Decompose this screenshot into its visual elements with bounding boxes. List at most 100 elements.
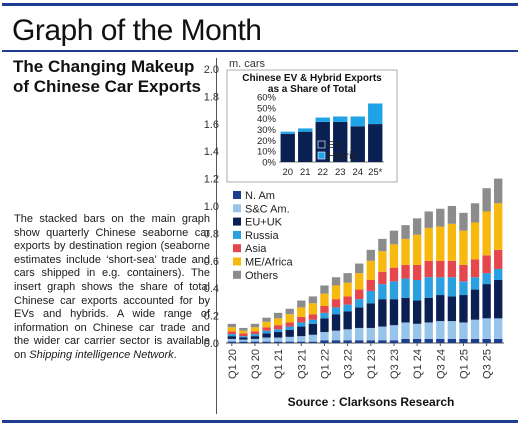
bar-segment-me-africa-q3-25: [482, 211, 491, 256]
bar-segment-russia-q4-25: [494, 269, 503, 280]
bar-segment-asia-q4-20: [262, 327, 271, 331]
bar-segment-me-africa-q3-23: [389, 244, 399, 268]
bar-segment-russia-q2-25: [470, 277, 480, 290]
main-x-ticks: Q1 20 Q3 20 Q1 21 Q3 21 Q1 22 Q3 22 Q1 23 Q3 23…: [227, 343, 494, 379]
bar-segment-s-c-am-q1-22: [320, 332, 329, 341]
bar-segment-me-africa-q1-24: [412, 234, 422, 265]
bar-segment-n-am-q2-24: [424, 338, 433, 343]
y-tick-label-0-4: 0.4: [204, 283, 219, 295]
bar-segment-me-africa-q4-22: [355, 273, 364, 290]
y-tick-label-1-4: 1.4: [204, 146, 219, 158]
x-tick-label-q3-23: Q3 23: [389, 349, 401, 379]
article-body-end: .: [173, 348, 177, 361]
bar-segment-russia-q1-24: [412, 279, 422, 301]
inset-x-tick-20: 20: [282, 167, 293, 178]
inset-y-tick-20: 20%: [257, 136, 277, 147]
bar-segment-me-africa-q1-23: [366, 260, 375, 280]
bar-segment-n-am-q1-24: [412, 338, 422, 343]
bar-segment-s-c-am-q2-20: [239, 339, 248, 342]
x-tick-label-q1-20: Q1 20: [227, 349, 239, 379]
bar-segment-others-q2-25: [470, 203, 480, 223]
inset-y-tick-10: 10%: [257, 147, 277, 158]
bar-segment-s-c-am-q4-22: [355, 327, 364, 341]
bar-segment-eu-uk-q1-23: [366, 303, 375, 328]
bar-segment-asia-q3-22: [343, 296, 352, 305]
bar-segment-s-c-am-q3-23: [389, 325, 399, 341]
inset-bar-ev-20: [280, 133, 295, 162]
legend-label-russia: Russia: [245, 230, 280, 242]
bar-segment-asia-q2-21: [285, 322, 294, 327]
inset-legend-swatch-hybrid: [317, 151, 326, 160]
y-tick-label-0-6: 0.6: [204, 256, 219, 268]
bar-segment-s-c-am-q3-22: [343, 329, 352, 341]
bar-segment-s-c-am-q2-24: [424, 322, 433, 339]
inset-bar-hybrid-22: [315, 117, 330, 122]
bar-segment-russia-q3-21: [297, 322, 306, 327]
bar-segment-russia-q4-24: [447, 277, 457, 297]
bar-segment-me-africa-q4-21: [308, 303, 318, 315]
main-y-ticks: 0.0 0.2 0.4 0.6 0.8 1.0 1.2 1.4 1.6 1.8 2.0: [204, 64, 219, 350]
legend-label-me-africa: ME/Africa: [245, 257, 294, 269]
bar-segment-russia-q3-20: [250, 334, 260, 337]
bar-segment-others-q1-24: [412, 218, 422, 235]
legend-label-s-c-am: S&C Am.: [245, 203, 290, 215]
bar-segment-s-c-am-q1-24: [412, 323, 422, 339]
bar-segment-russia-q3-25: [482, 273, 491, 285]
bar-segment-others-q4-20: [262, 317, 271, 322]
bar-segment-n-am-q3-25: [482, 338, 491, 343]
bar-segment-russia-q3-24: [436, 277, 445, 296]
inset-x-tick-21: 21: [300, 167, 311, 178]
bar-segment-eu-uk-q4-22: [355, 307, 364, 328]
inset-bar-ev-24: [350, 126, 365, 162]
legend-swatch-eu-uk: [233, 217, 241, 226]
bar-segment-asia-q1-20: [227, 331, 236, 335]
bar-segment-eu-uk-q4-20: [262, 333, 271, 338]
inset-y-tick-0: 0%: [262, 158, 276, 169]
bar-segment-asia-q1-21: [273, 325, 283, 330]
legend-label-eu-uk: EU+UK: [245, 217, 283, 229]
legend-swatch-n-am: [233, 191, 241, 199]
bar-segment-eu-uk-q3-24: [436, 295, 445, 322]
y-tick-label-0-0: 0.0: [204, 338, 219, 350]
bar-segment-me-africa-q4-20: [262, 321, 271, 328]
bar-segment-russia-q1-23: [366, 290, 375, 304]
inset-y-ticks: 0%10%20%30%40%50%60%: [257, 93, 277, 169]
source-note: Source : Clarksons Research: [287, 395, 455, 409]
bar-segment-me-africa-q3-24: [436, 226, 445, 261]
bar-segment-eu-uk-q2-21: [285, 329, 294, 337]
bar-segment-asia-q2-22: [331, 299, 341, 308]
inset-title-line-2: as a Share of Total: [268, 84, 356, 95]
top-rule: [2, 3, 518, 6]
bar-segment-me-africa-q2-24: [424, 227, 433, 261]
legend-label-others: Others: [245, 270, 279, 282]
bar-segment-others-q3-24: [436, 208, 445, 227]
sin-link[interactable]: Shipping intelligence Network: [29, 348, 174, 361]
bar-segment-eu-uk-q3-25: [482, 284, 491, 319]
bar-segment-me-africa-q2-25: [470, 222, 480, 260]
column-divider: [216, 58, 217, 414]
y-axis-unit-label: m. cars: [229, 58, 266, 70]
x-tick-label-q3-24: Q3 24: [435, 349, 447, 379]
inset-bar-hybrid-25: [368, 103, 383, 125]
bar-segment-n-am-q1-22: [320, 340, 329, 343]
bar-segment-eu-uk-q4-24: [447, 296, 457, 322]
bar-segment-n-am-q4-22: [355, 340, 364, 343]
bar-segment-n-am-q2-23: [378, 340, 387, 343]
x-tick-label-q3-22: Q3 22: [343, 349, 355, 379]
bar-segment-russia-q4-21: [308, 319, 318, 324]
bar-segment-others-q3-20: [250, 323, 260, 328]
y-tick-label-1-0: 1.0: [204, 201, 219, 213]
bar-segment-s-c-am-q3-24: [436, 321, 445, 339]
inset-bar-ev-25: [368, 124, 383, 162]
bar-segment-n-am-q2-22: [331, 340, 341, 343]
inset-bar-hybrid-24: [350, 116, 365, 127]
bar-segment-others-q3-25: [482, 188, 491, 212]
bar-segment-n-am-q1-20: [227, 341, 236, 343]
bar-segment-n-am-q3-21: [297, 341, 306, 343]
bar-segment-me-africa-q1-21: [273, 318, 283, 326]
bar-segment-russia-q4-22: [355, 299, 364, 308]
bar-segment-others-q4-23: [401, 225, 410, 239]
bar-segment-eu-uk-q3-22: [343, 311, 352, 330]
